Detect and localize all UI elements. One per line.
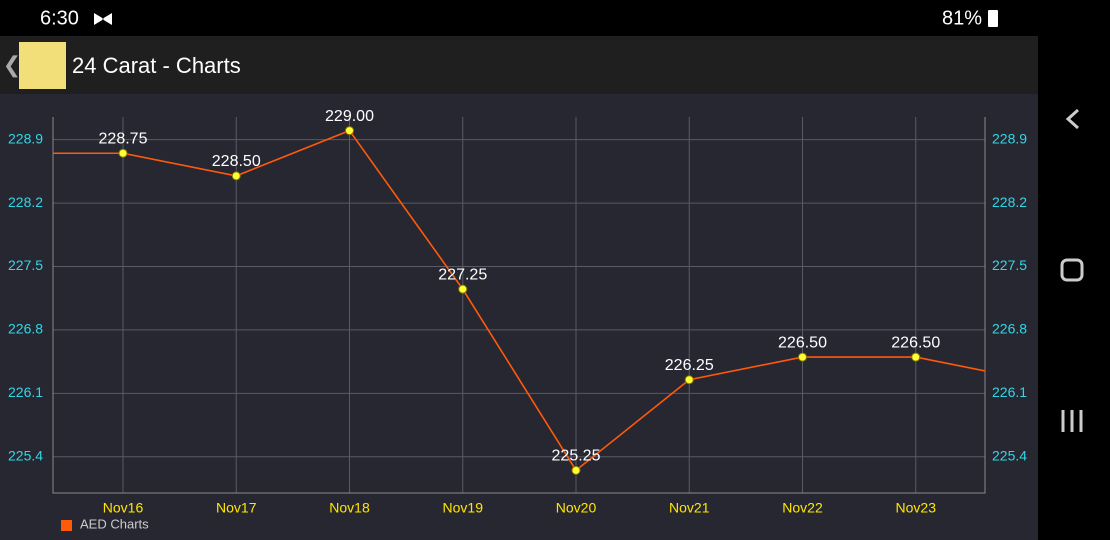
x-tick-label: Nov19	[443, 500, 484, 516]
battery-icon	[988, 10, 998, 27]
y-tick-label: 226.8	[8, 321, 43, 337]
data-label: 225.25	[552, 448, 601, 465]
y2-tick-label: 225.4	[992, 447, 1027, 463]
nav-recents[interactable]	[1061, 410, 1083, 432]
y-tick-label: 228.2	[8, 194, 43, 210]
nav-home[interactable]	[1060, 258, 1084, 282]
legend-swatch	[61, 520, 72, 531]
x-tick-label: Nov23	[896, 500, 937, 516]
data-label: 228.50	[212, 153, 261, 170]
chart-area	[0, 94, 1038, 540]
data-point	[571, 465, 581, 475]
data-label: 227.25	[438, 266, 487, 283]
data-point	[911, 352, 921, 362]
status-icon	[94, 13, 112, 25]
data-point	[231, 171, 241, 181]
app-bar	[0, 36, 1038, 94]
nav-back[interactable]	[1065, 108, 1080, 130]
x-tick-label: Nov17	[216, 500, 257, 516]
y2-tick-label: 226.8	[992, 321, 1027, 337]
y2-tick-label: 228.9	[992, 130, 1027, 146]
data-point	[345, 126, 354, 136]
plot	[53, 126, 985, 475]
data-label: 226.50	[891, 334, 940, 351]
x-tick-label: Nov21	[669, 500, 710, 516]
data-label: 229.00	[325, 108, 374, 125]
data-line	[53, 129, 985, 472]
y-tick-label: 227.5	[8, 257, 43, 273]
y2-tick-label: 228.2	[992, 194, 1027, 210]
data-label: 226.25	[665, 357, 714, 374]
x-tick-label: Nov18	[329, 500, 370, 516]
x-tick-label: Nov16	[103, 500, 144, 516]
data-point	[798, 352, 807, 362]
y2-tick-label: 227.5	[992, 257, 1027, 273]
data-point	[118, 148, 128, 158]
back-button[interactable]: ❮	[3, 52, 21, 78]
y2-tick-label: 226.1	[992, 384, 1027, 400]
axis-line	[52, 117, 986, 494]
x-tick-label: Nov20	[556, 500, 597, 516]
data-label: 228.75	[99, 130, 148, 147]
y-tick-label: 225.4	[8, 447, 43, 463]
app-icon[interactable]	[19, 42, 66, 89]
data-label: 226.50	[778, 334, 827, 351]
status-battery: 81%	[942, 7, 982, 29]
app-title: 24 Carat - Charts	[72, 53, 241, 78]
y-tick-label: 228.9	[8, 130, 43, 146]
legend-label: AED Charts	[80, 516, 149, 531]
status-time: 6:30	[40, 7, 79, 29]
data-point	[684, 375, 694, 385]
x-tick-label: Nov22	[782, 500, 823, 516]
data-point	[458, 284, 468, 294]
y-tick-label: 226.1	[8, 384, 43, 400]
